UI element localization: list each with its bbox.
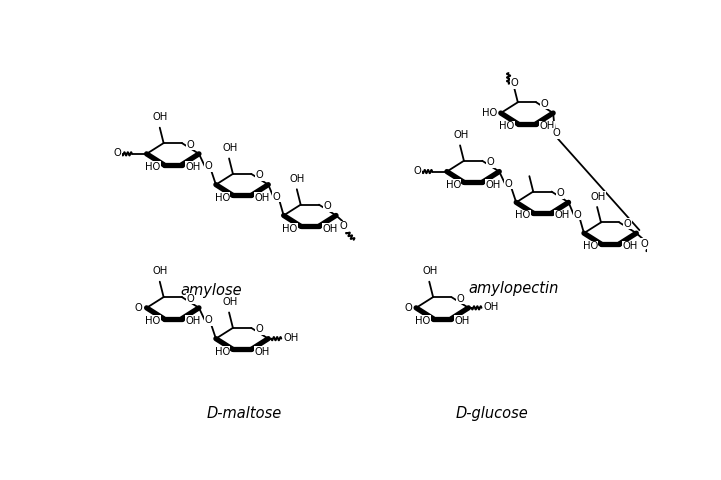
Text: OH: OH <box>185 316 200 326</box>
Text: OH: OH <box>454 130 469 140</box>
Text: OH: OH <box>185 162 200 172</box>
Text: OH: OH <box>554 210 570 220</box>
Text: HO: HO <box>146 162 161 172</box>
Text: OH: OH <box>484 302 499 312</box>
Text: HO: HO <box>500 121 515 131</box>
Text: O: O <box>135 303 143 313</box>
Text: O: O <box>487 157 495 168</box>
Text: O: O <box>640 239 648 249</box>
Text: O: O <box>624 219 632 229</box>
Text: OH: OH <box>222 143 237 153</box>
Text: O: O <box>256 170 264 180</box>
Text: OH: OH <box>322 224 337 234</box>
Text: O: O <box>204 161 212 171</box>
Text: amylopectin: amylopectin <box>469 281 559 296</box>
Text: O: O <box>187 140 195 150</box>
Text: O: O <box>340 221 348 231</box>
Text: O: O <box>273 192 280 202</box>
Text: OH: OH <box>153 112 168 122</box>
Text: OH: OH <box>222 297 237 307</box>
Text: O: O <box>556 188 564 198</box>
Text: OH: OH <box>153 266 168 276</box>
Text: OH: OH <box>622 241 637 251</box>
Text: O: O <box>573 210 581 220</box>
Text: HO: HO <box>215 193 230 203</box>
Text: D-glucose: D-glucose <box>456 406 528 421</box>
Text: HO: HO <box>415 316 430 326</box>
Text: OH: OH <box>255 347 270 357</box>
Text: O: O <box>256 324 264 335</box>
Text: OH: OH <box>423 266 438 276</box>
Text: OH: OH <box>255 193 270 203</box>
Text: O: O <box>113 148 121 158</box>
Text: HO: HO <box>215 347 230 357</box>
Text: O: O <box>324 201 332 211</box>
Text: OH: OH <box>485 180 500 190</box>
Text: OH: OH <box>539 121 554 131</box>
Text: OH: OH <box>290 174 305 184</box>
Text: D-maltose: D-maltose <box>207 406 282 421</box>
Text: O: O <box>511 78 518 88</box>
Text: HO: HO <box>146 316 161 326</box>
Text: OH: OH <box>454 316 470 326</box>
Text: O: O <box>404 303 412 313</box>
Text: HO: HO <box>583 241 598 251</box>
Text: O: O <box>552 128 560 138</box>
Text: OH: OH <box>590 192 606 202</box>
Text: O: O <box>456 294 464 304</box>
Text: O: O <box>505 179 513 189</box>
Text: O: O <box>541 99 549 109</box>
Text: O: O <box>187 294 195 304</box>
Text: HO: HO <box>482 108 497 118</box>
Text: HO: HO <box>283 224 298 234</box>
Text: OH: OH <box>283 333 299 343</box>
Text: O: O <box>414 166 422 176</box>
Text: O: O <box>204 315 212 325</box>
Text: HO: HO <box>446 180 461 190</box>
Text: HO: HO <box>515 210 530 220</box>
Text: amylose: amylose <box>180 283 242 298</box>
